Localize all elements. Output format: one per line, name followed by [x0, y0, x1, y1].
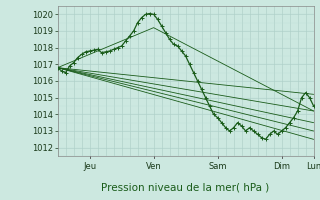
- Text: Lun: Lun: [306, 162, 320, 171]
- Text: Sam: Sam: [208, 162, 227, 171]
- Text: Ven: Ven: [146, 162, 162, 171]
- Text: Jeu: Jeu: [83, 162, 96, 171]
- Text: Dim: Dim: [273, 162, 290, 171]
- Text: Pression niveau de la mer( hPa ): Pression niveau de la mer( hPa ): [101, 183, 270, 193]
